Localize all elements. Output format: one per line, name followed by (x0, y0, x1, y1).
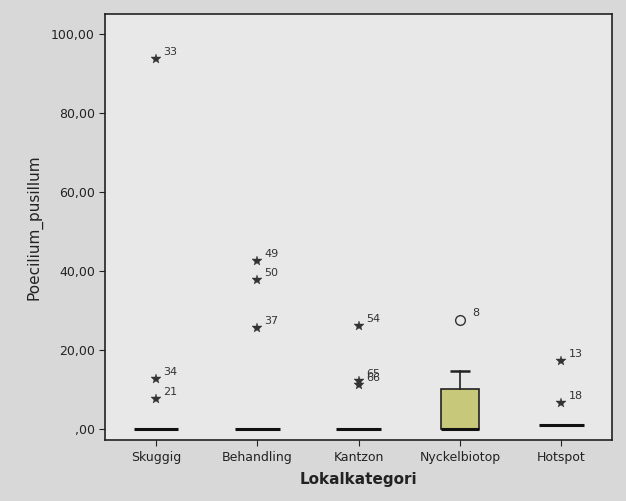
Text: 8: 8 (472, 308, 480, 318)
Text: 50: 50 (264, 269, 279, 279)
Text: 49: 49 (264, 248, 279, 259)
Text: 65: 65 (366, 369, 380, 379)
Bar (441, 389, 480, 428)
Text: 54: 54 (366, 314, 380, 324)
X-axis label: Lokalkategori: Lokalkategori (300, 472, 418, 487)
Text: 33: 33 (163, 47, 177, 57)
Text: 37: 37 (264, 316, 279, 326)
Text: 21: 21 (163, 387, 177, 397)
Text: 13: 13 (568, 349, 583, 359)
Text: 34: 34 (163, 367, 177, 377)
Text: 66: 66 (366, 373, 380, 383)
Text: 18: 18 (568, 391, 583, 401)
Y-axis label: Poecilium_pusillum: Poecilium_pusillum (26, 154, 43, 300)
